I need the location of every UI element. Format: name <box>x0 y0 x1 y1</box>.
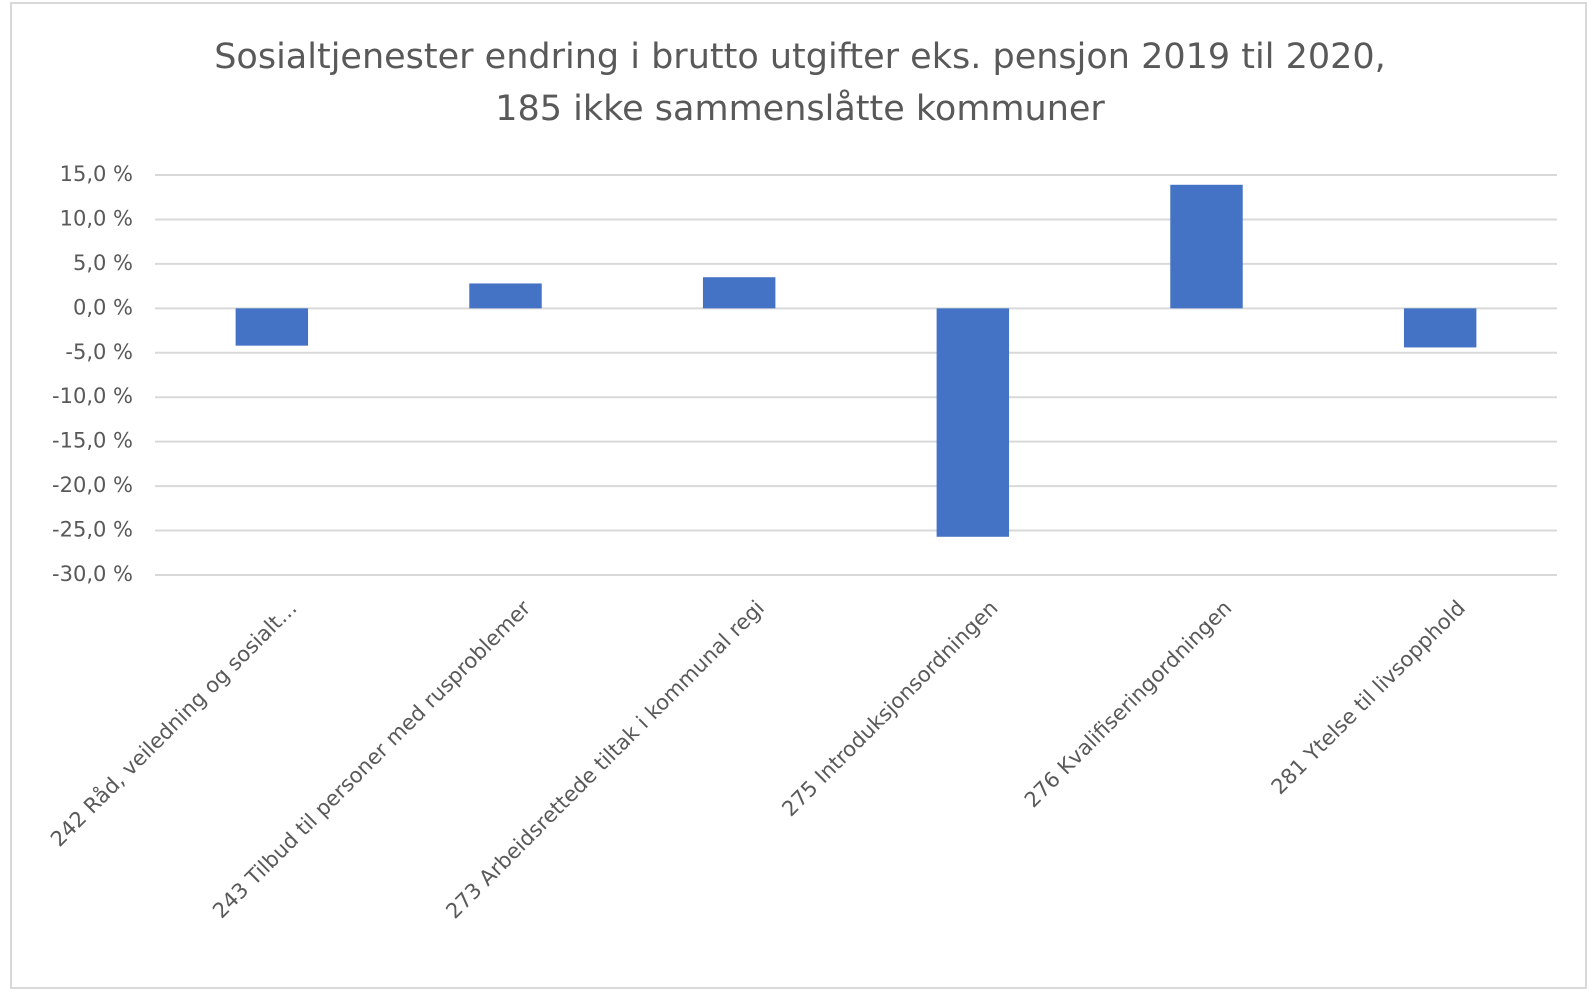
bar <box>1170 184 1243 309</box>
y-tick-label: -15,0 % <box>52 429 133 453</box>
y-tick-label: -25,0 % <box>52 518 133 542</box>
bar <box>936 308 1010 537</box>
y-tick-label: -30,0 % <box>52 562 133 586</box>
y-tick-label: 0,0 % <box>73 295 133 319</box>
bar <box>469 283 542 309</box>
y-tick-label: -20,0 % <box>52 473 133 497</box>
y-tick-label: 15,0 % <box>60 162 133 186</box>
chart-title: 185 ikke sammenslåtte kommuner <box>495 88 1105 129</box>
chart-title: Sosialtjenester endring i brutto utgifte… <box>214 37 1386 77</box>
y-tick-label: -5,0 % <box>65 340 133 364</box>
y-tick-label: 5,0 % <box>73 251 133 275</box>
bar <box>1403 308 1477 348</box>
bar <box>235 308 309 346</box>
y-tick-label: -10,0 % <box>52 384 133 408</box>
chart-border <box>10 2 1587 989</box>
bar <box>702 277 776 309</box>
y-tick-label: 10,0 % <box>60 206 133 230</box>
